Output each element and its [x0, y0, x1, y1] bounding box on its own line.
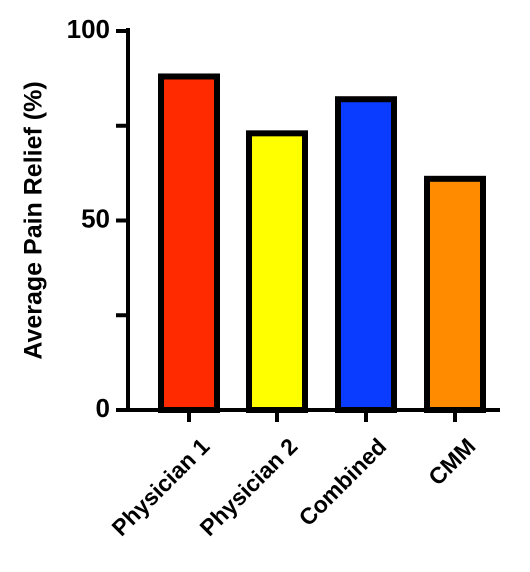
bars [158, 73, 486, 414]
y-tick-label: 100 [67, 14, 110, 44]
y-axis-title: Average Pain Relief (%) [20, 81, 48, 359]
bar-physician-1 [158, 73, 220, 413]
bar-physician-2 [246, 130, 308, 414]
x-tick-label: CMM [423, 433, 480, 490]
bar-cmm [424, 175, 486, 413]
y-tick-labels: 0 50 100 [67, 14, 110, 423]
x-tick-label: Combined [294, 433, 392, 531]
bar-combined [335, 96, 397, 413]
y-tick-label: 50 [81, 203, 110, 233]
y-tick-label: 0 [96, 393, 110, 423]
